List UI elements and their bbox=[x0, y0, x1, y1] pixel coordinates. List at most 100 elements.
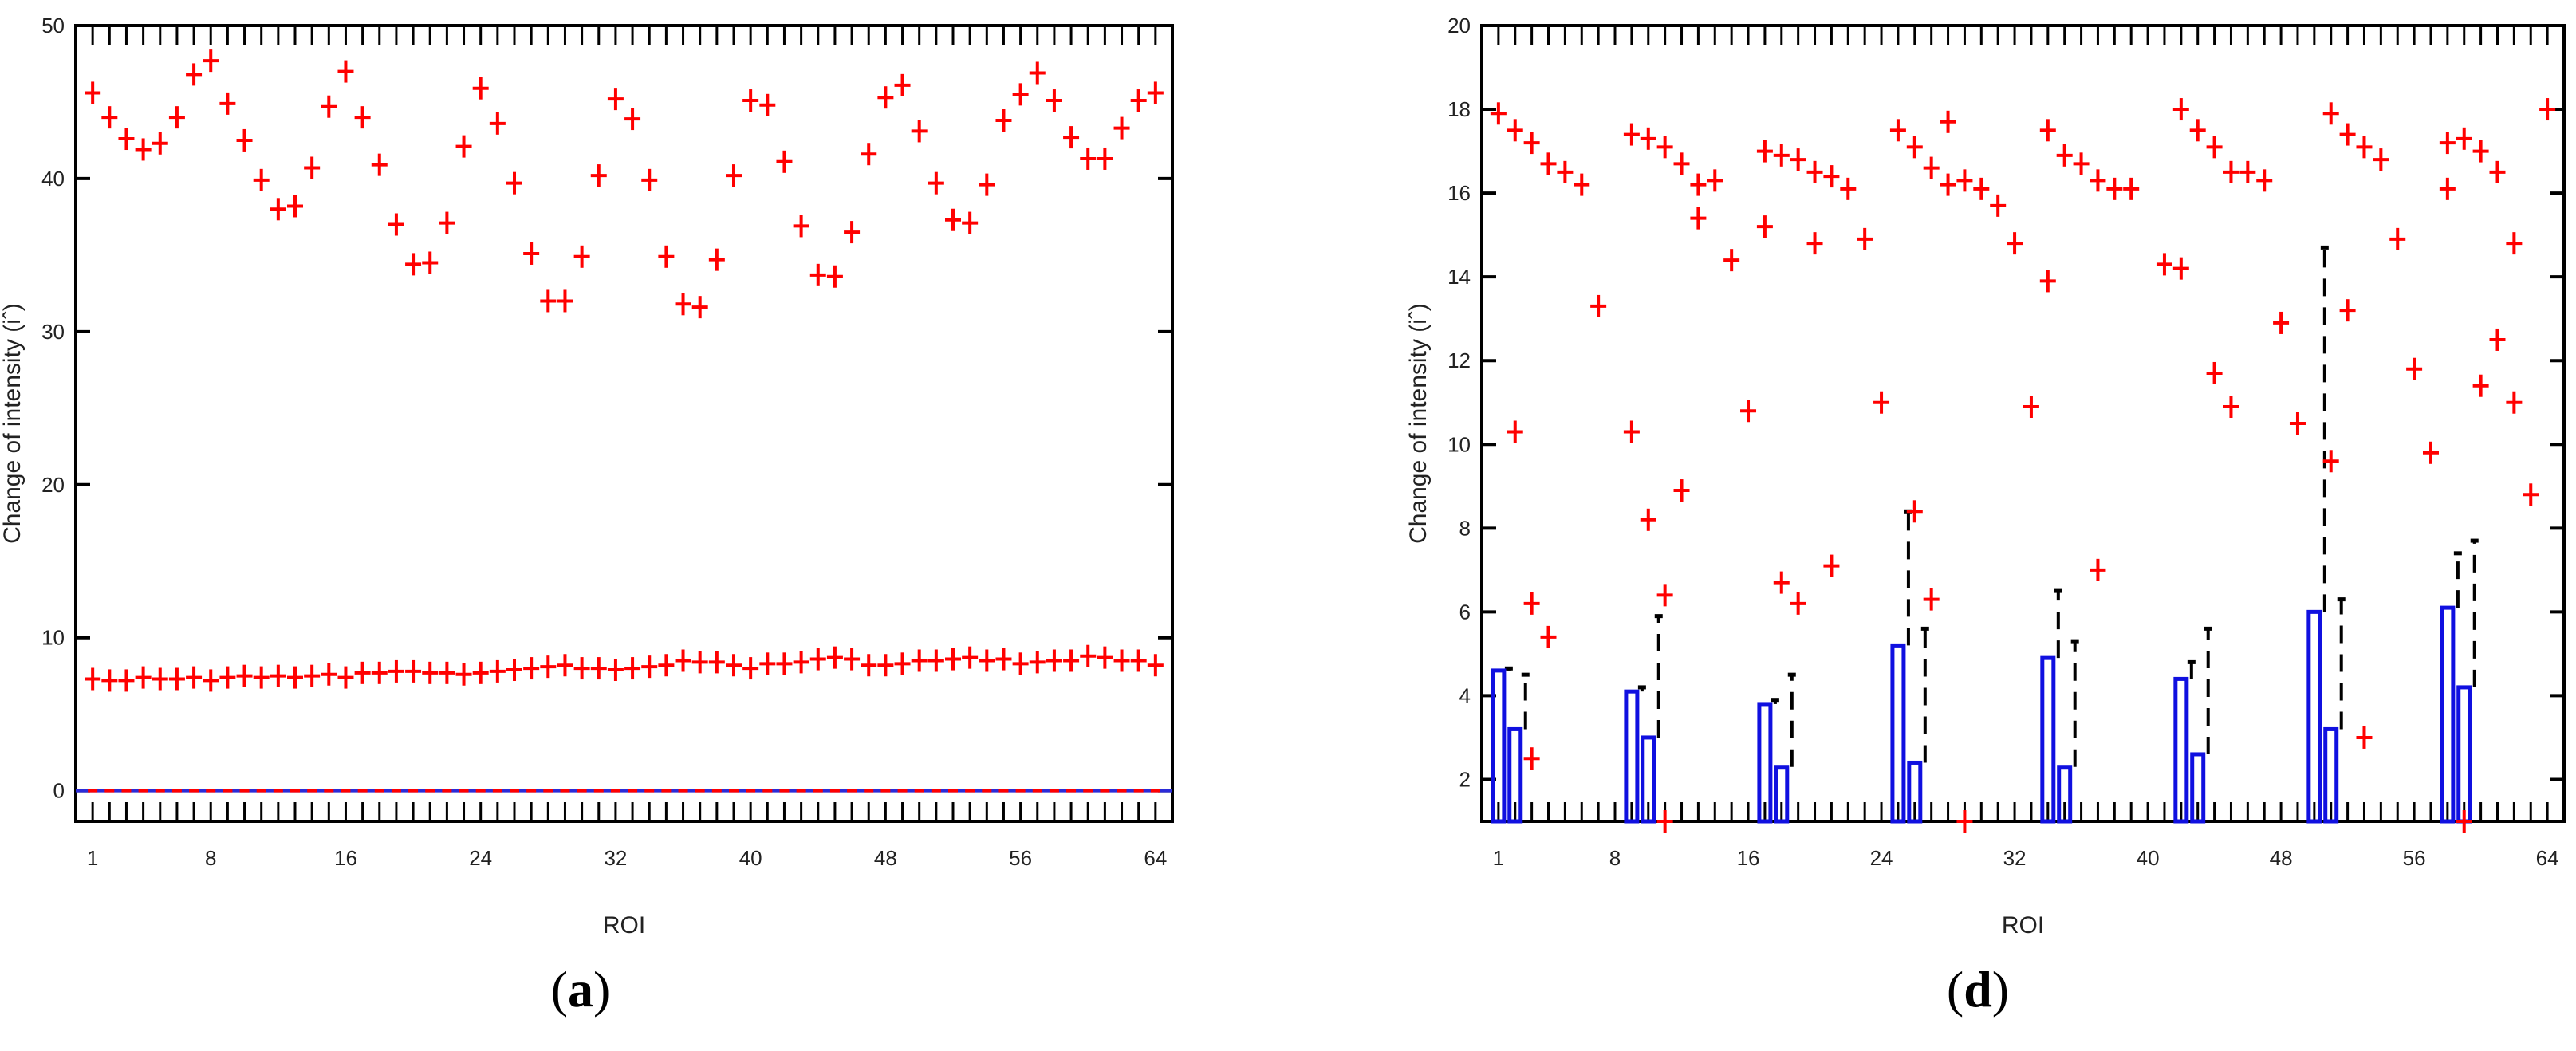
scatter-point bbox=[2189, 119, 2206, 142]
y-tick-label: 18 bbox=[1448, 97, 1471, 121]
upper-point bbox=[995, 108, 1012, 132]
scatter-point bbox=[1540, 152, 1557, 175]
scatter-point bbox=[2039, 119, 2056, 142]
x-tick-label: 40 bbox=[739, 846, 762, 870]
bar bbox=[1491, 668, 1507, 824]
middle-point bbox=[979, 649, 995, 672]
middle-point bbox=[1046, 649, 1062, 672]
y-tick-label: 6 bbox=[1459, 600, 1471, 624]
upper-point bbox=[726, 164, 742, 187]
scatter-point bbox=[1823, 165, 1840, 188]
x-tick-label: 48 bbox=[2270, 846, 2293, 870]
middle-point bbox=[894, 652, 911, 675]
upper-point bbox=[337, 60, 354, 83]
middle-point bbox=[304, 664, 321, 687]
upper-point bbox=[1130, 89, 1147, 112]
middle-point bbox=[219, 666, 236, 689]
y-tick-label: 8 bbox=[1459, 516, 1471, 540]
upper-point bbox=[422, 251, 439, 274]
y-tick-label: 16 bbox=[1448, 181, 1471, 205]
middle-point bbox=[573, 657, 590, 680]
upper-point bbox=[354, 106, 371, 129]
middle-point bbox=[1130, 649, 1147, 672]
scatter-point bbox=[1640, 508, 1656, 531]
scatter-point bbox=[1873, 391, 1890, 414]
x-tick-label: 8 bbox=[1609, 846, 1621, 870]
panel-a-chart: 1 8 16 24 32 40 48 56 64 0 10 20 30 40 50 ROI Change of … bbox=[0, 14, 1174, 939]
scatter-point bbox=[1773, 144, 1790, 167]
upper-point bbox=[624, 108, 641, 131]
middle-point bbox=[911, 649, 928, 672]
middle-point bbox=[861, 654, 877, 677]
scatter-point bbox=[2523, 483, 2539, 506]
scatter-point bbox=[2322, 450, 2339, 473]
scatter-point bbox=[1806, 232, 1823, 255]
upper-point bbox=[439, 211, 455, 234]
middle-point bbox=[1063, 649, 1080, 672]
upper-point bbox=[962, 211, 979, 234]
upper-point bbox=[607, 88, 624, 111]
upper-point bbox=[287, 195, 303, 218]
scatter-point bbox=[1507, 119, 1523, 142]
scatter-point bbox=[1723, 249, 1740, 272]
scatter-point bbox=[2322, 102, 2339, 125]
x-tick-label: 1 bbox=[87, 846, 98, 870]
scatter-point bbox=[1623, 123, 1640, 146]
middle-point bbox=[337, 666, 354, 689]
scatter-point bbox=[2223, 160, 2239, 183]
panel-a-label: (a) bbox=[551, 961, 611, 1018]
middle-point bbox=[168, 667, 185, 691]
scatter-point bbox=[1956, 169, 1973, 192]
y-tick-label: 20 bbox=[1448, 14, 1471, 37]
upper-point bbox=[911, 120, 928, 143]
scatter-point bbox=[1540, 625, 1557, 648]
middle-point bbox=[590, 657, 607, 680]
upper-point bbox=[304, 156, 321, 179]
scatter-point bbox=[2506, 232, 2523, 255]
upper-point bbox=[1029, 61, 1046, 85]
scatter-point bbox=[1656, 584, 1673, 607]
middle-point bbox=[405, 659, 422, 683]
x-tick-label: 24 bbox=[469, 846, 492, 870]
upper-point bbox=[742, 89, 759, 112]
upper-point bbox=[455, 135, 472, 158]
upper-point bbox=[506, 171, 522, 195]
bar bbox=[2456, 685, 2472, 824]
y-tick-label: 4 bbox=[1459, 683, 1471, 707]
scatter-point bbox=[2406, 357, 2423, 380]
scatter-point bbox=[1940, 173, 1956, 196]
middle-point bbox=[236, 664, 253, 687]
scatter-point bbox=[1906, 136, 1923, 159]
upper-point bbox=[1113, 116, 1130, 140]
scatter-point bbox=[1790, 148, 1806, 171]
bar bbox=[1757, 702, 1773, 824]
middle-point bbox=[658, 654, 675, 677]
middle-point bbox=[489, 659, 506, 683]
middle-point bbox=[995, 648, 1012, 671]
middle-point bbox=[523, 657, 540, 680]
y-tick-label: 10 bbox=[1448, 432, 1471, 456]
scatter-point bbox=[1756, 215, 1773, 238]
bar bbox=[1624, 689, 1640, 824]
scatter-point bbox=[2239, 160, 2256, 183]
middle-point bbox=[742, 657, 759, 680]
bar bbox=[2040, 655, 2056, 824]
middle-point bbox=[793, 651, 809, 674]
scatter-point bbox=[1523, 592, 1540, 615]
middle-point bbox=[270, 664, 286, 687]
y-axis-title: Change of intensity (iˆ) bbox=[1405, 303, 1432, 544]
scatter-point bbox=[2356, 136, 2373, 159]
bar bbox=[2057, 765, 2073, 824]
x-tick-label: 64 bbox=[1144, 846, 1167, 870]
middle-point bbox=[186, 666, 203, 689]
bar bbox=[2323, 726, 2339, 824]
bar bbox=[2190, 752, 2206, 824]
scatter-point bbox=[1656, 136, 1673, 159]
upper-point bbox=[489, 112, 506, 135]
scatter-point bbox=[2456, 810, 2472, 833]
middle-point bbox=[506, 658, 522, 681]
upper-point bbox=[472, 77, 489, 100]
scatter-point bbox=[2539, 98, 2556, 121]
middle-point bbox=[708, 651, 725, 674]
upper-point bbox=[101, 106, 118, 129]
